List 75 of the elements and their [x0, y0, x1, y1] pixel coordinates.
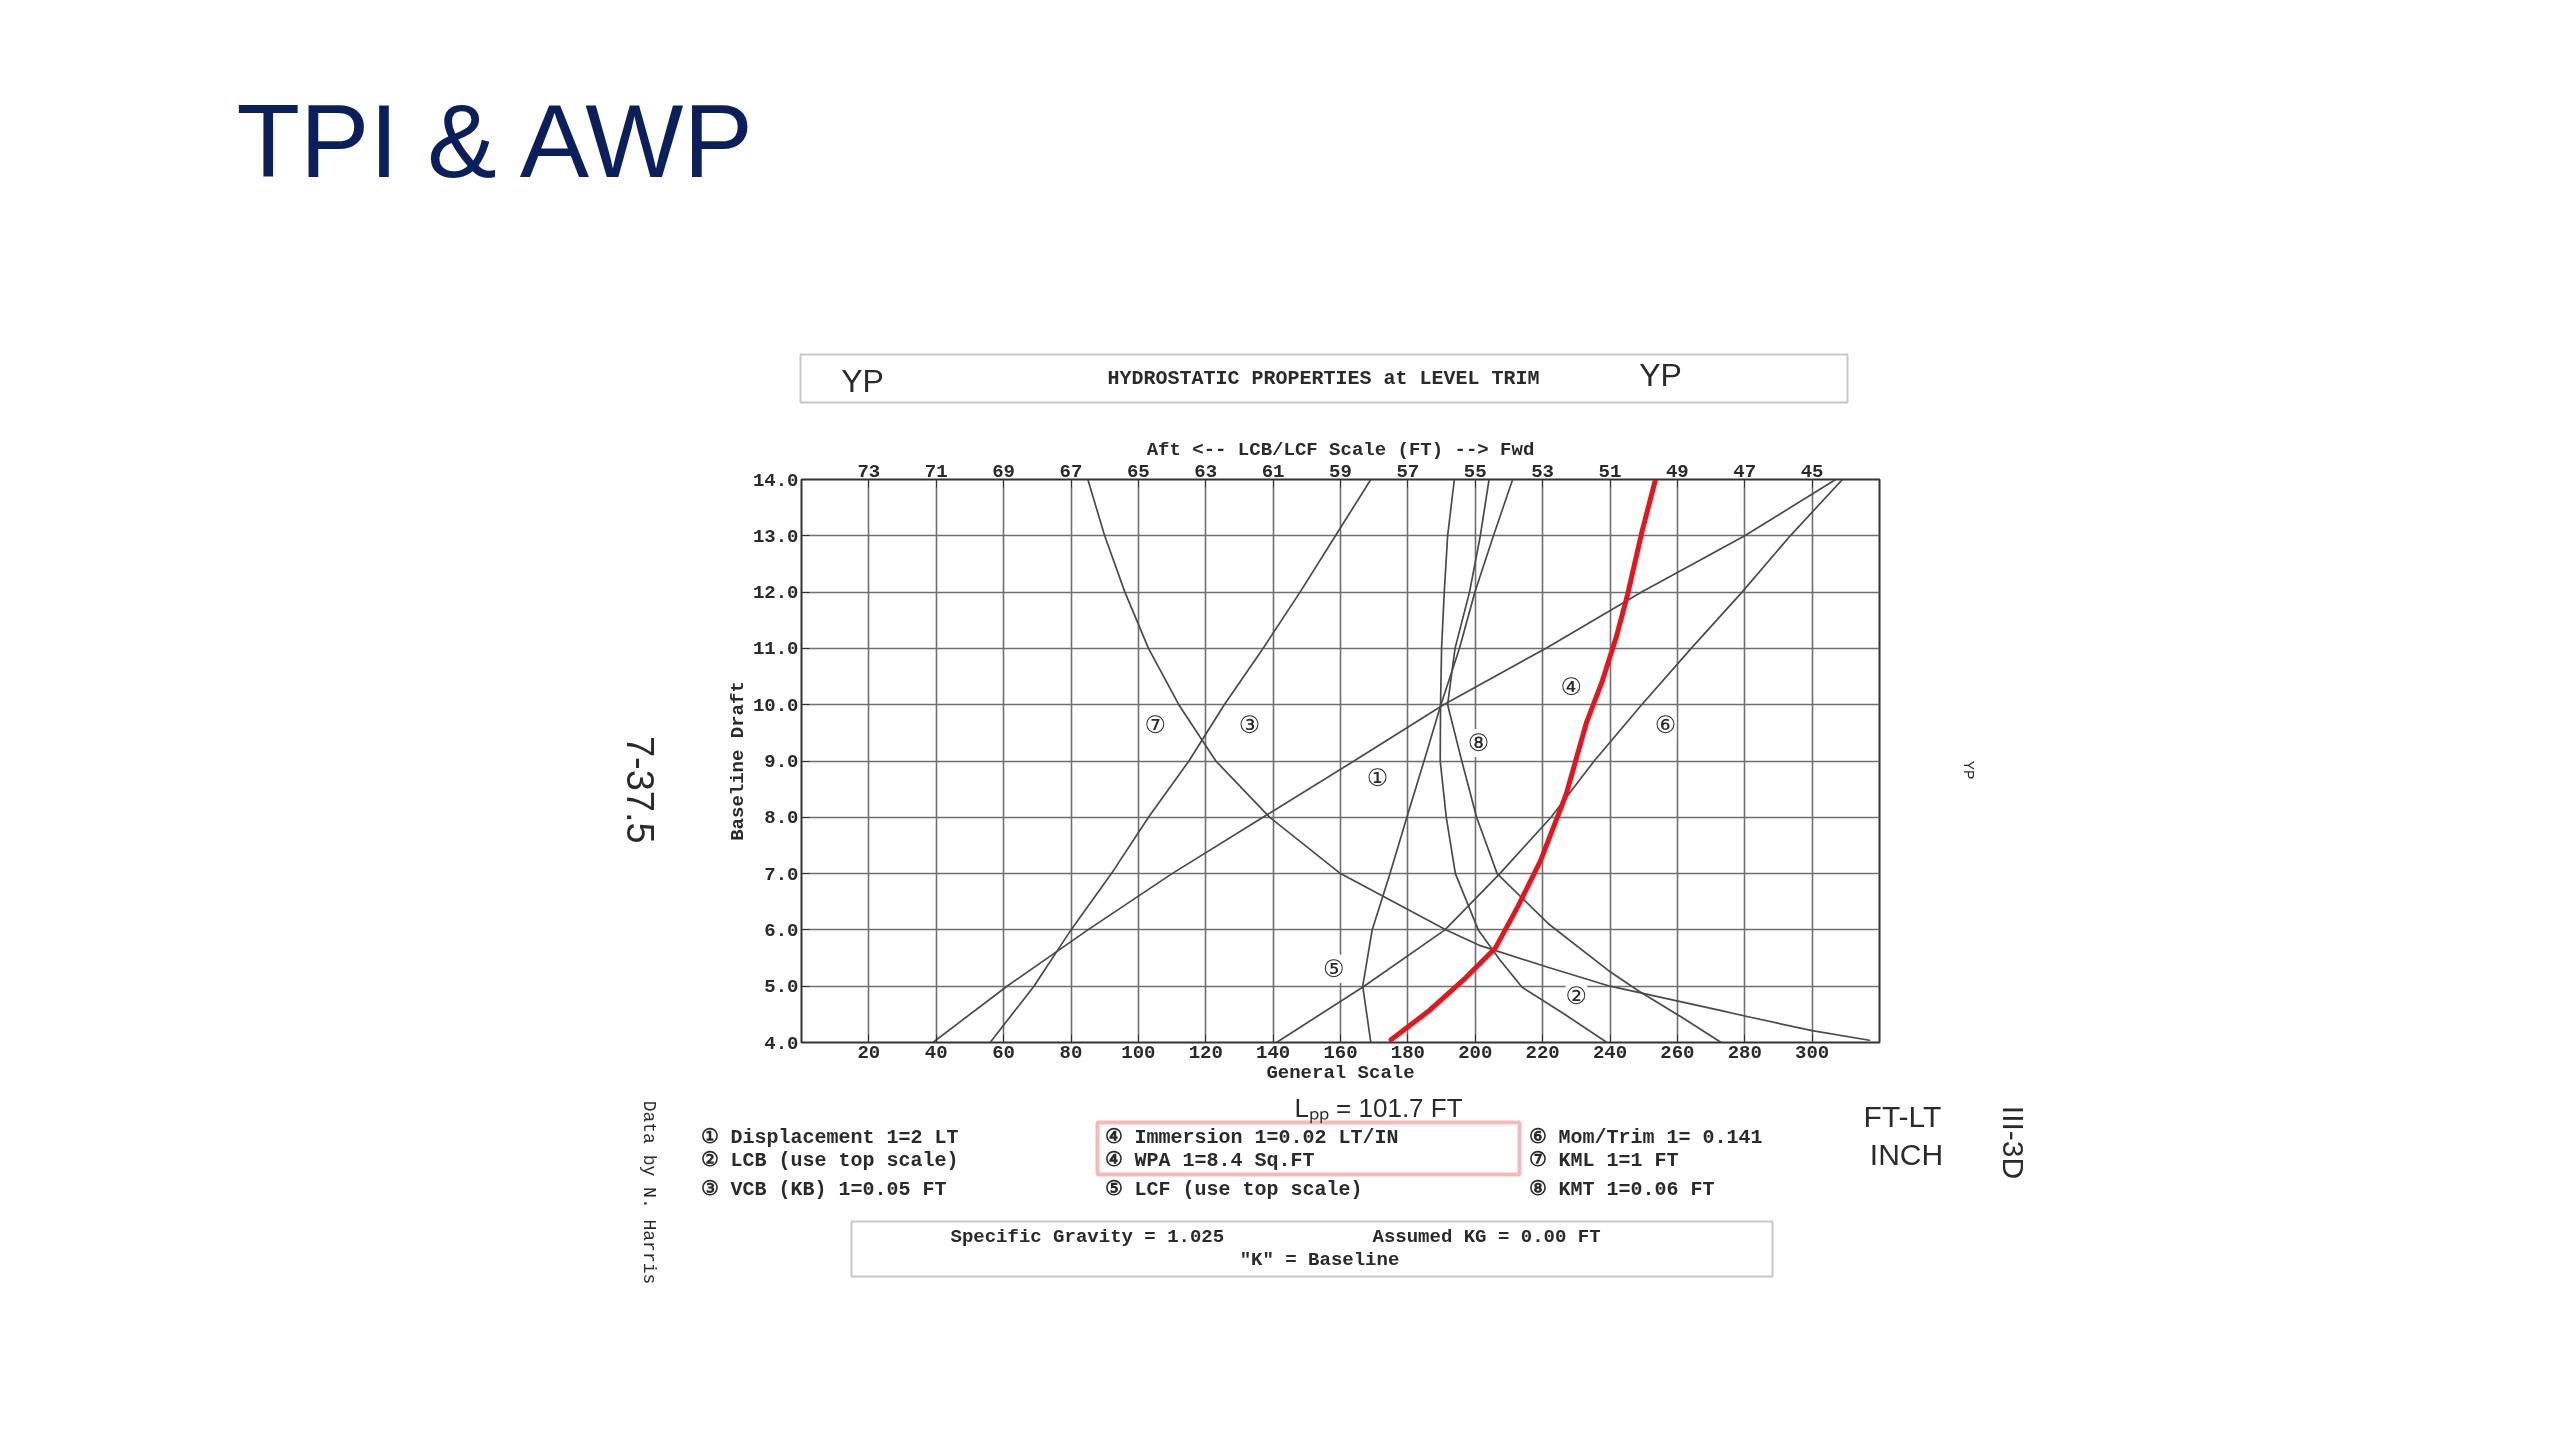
text: YP	[1960, 760, 1977, 780]
text: "K" = Baseline	[1239, 1248, 1400, 1271]
x-tick-label: 160	[1323, 1041, 1358, 1064]
y-tick-label: 13.0	[752, 525, 799, 548]
x-axis-title: General Scale	[1266, 1061, 1415, 1084]
text: Lₚₚ = 101.7 FT	[1294, 1092, 1463, 1124]
y-tick-label: 4.0	[764, 1032, 799, 1055]
y-tick-label: 11.0	[752, 638, 799, 661]
y-tick-label: 10.0	[752, 694, 799, 717]
y-axis-title: Baseline Draft	[726, 681, 749, 841]
x-tick-label: 180	[1390, 1041, 1425, 1064]
text: FT-LT	[1863, 1100, 1942, 1133]
text: ④ WPA 1=8.4 Sq.FT	[1104, 1149, 1315, 1172]
x-tick-label: 140	[1256, 1041, 1291, 1064]
text: ② LCB (use top scale)	[700, 1149, 959, 1172]
text: Assumed KG = 0.00 FT	[1372, 1225, 1601, 1248]
text: ① Displacement 1=2 LT	[700, 1126, 959, 1149]
text: III-3D	[1997, 1105, 2030, 1180]
y-tick-label: 9.0	[764, 751, 799, 773]
text: INCH	[1869, 1138, 1944, 1171]
text: YP	[841, 362, 884, 399]
x2-tick-label: 51	[1598, 460, 1622, 483]
x-tick-label: 220	[1525, 1041, 1560, 1064]
x2-tick-label: 69	[992, 460, 1016, 483]
annotation: ⑤	[1323, 954, 1345, 983]
x-tick-label: 120	[1188, 1041, 1223, 1064]
x2-tick-label: 65	[1126, 460, 1150, 483]
annotation: ⑦	[1144, 710, 1166, 739]
x2-tick-label: 47	[1733, 460, 1757, 483]
annotation: ①	[1366, 764, 1389, 793]
y-tick-label: 6.0	[764, 919, 799, 942]
text: ⑤ LCF (use top scale)	[1104, 1178, 1363, 1201]
x-tick-label: 20	[857, 1041, 881, 1064]
y-tick-label: 5.0	[764, 976, 799, 999]
annotation: ⑧	[1467, 728, 1490, 757]
y-tick-label: 14.0	[752, 469, 799, 492]
y-tick-label: 12.0	[752, 582, 799, 605]
annotation: ⑥	[1654, 710, 1677, 739]
x-tick-label: 280	[1727, 1041, 1762, 1064]
chart-subtitle: HYDROSTATIC PROPERTIES at LEVEL TRIM	[1107, 367, 1540, 390]
x2-axis-title: Aft <-- LCB/LCF Scale (FT) --> Fwd	[1146, 438, 1535, 461]
text: Specific Gravity = 1.025	[950, 1225, 1225, 1248]
x-tick-label: 300	[1795, 1041, 1830, 1064]
x2-tick-label: 49	[1665, 460, 1689, 483]
annotation: ③	[1238, 710, 1261, 739]
x2-tick-label: 55	[1463, 460, 1487, 483]
annotation: ②	[1565, 982, 1588, 1011]
x-tick-label: 240	[1592, 1041, 1628, 1064]
text: Data by N. Harris	[638, 1100, 659, 1285]
annotation: ④	[1560, 672, 1583, 701]
y-tick-label: 8.0	[764, 807, 799, 830]
x2-tick-label: 73	[857, 460, 881, 483]
x-tick-label: 260	[1660, 1041, 1695, 1064]
text: YP	[1639, 356, 1682, 393]
y-tick-label: 7.0	[764, 863, 799, 886]
x2-tick-label: 53	[1531, 460, 1555, 483]
x2-tick-label: 63	[1194, 460, 1218, 483]
x2-tick-label: 71	[924, 460, 948, 483]
x2-tick-label: 61	[1261, 460, 1285, 483]
x-tick-label: 100	[1121, 1041, 1156, 1064]
text: ③ VCB (KB) 1=0.05 FT	[700, 1178, 947, 1201]
text: ⑥ Mom/Trim 1= 0.141	[1528, 1126, 1763, 1149]
x2-tick-label: 67	[1059, 460, 1083, 483]
text: ④ Immersion 1=0.02 LT/IN	[1104, 1126, 1399, 1149]
x-tick-label: 200	[1458, 1041, 1493, 1064]
x-tick-label: 80	[1059, 1041, 1083, 1064]
text: ⑦ KML 1=1 FT	[1528, 1149, 1679, 1172]
x-tick-label: 40	[924, 1041, 948, 1064]
text: 7-37.5	[619, 735, 661, 844]
chart-title: TPI & AWP	[236, 82, 753, 199]
text: ⑧ KMT 1=0.06 FT	[1528, 1178, 1715, 1201]
x2-tick-label: 45	[1800, 460, 1824, 483]
x2-tick-label: 59	[1329, 460, 1352, 483]
x2-tick-label: 57	[1396, 460, 1420, 483]
x-tick-label: 60	[992, 1041, 1016, 1064]
